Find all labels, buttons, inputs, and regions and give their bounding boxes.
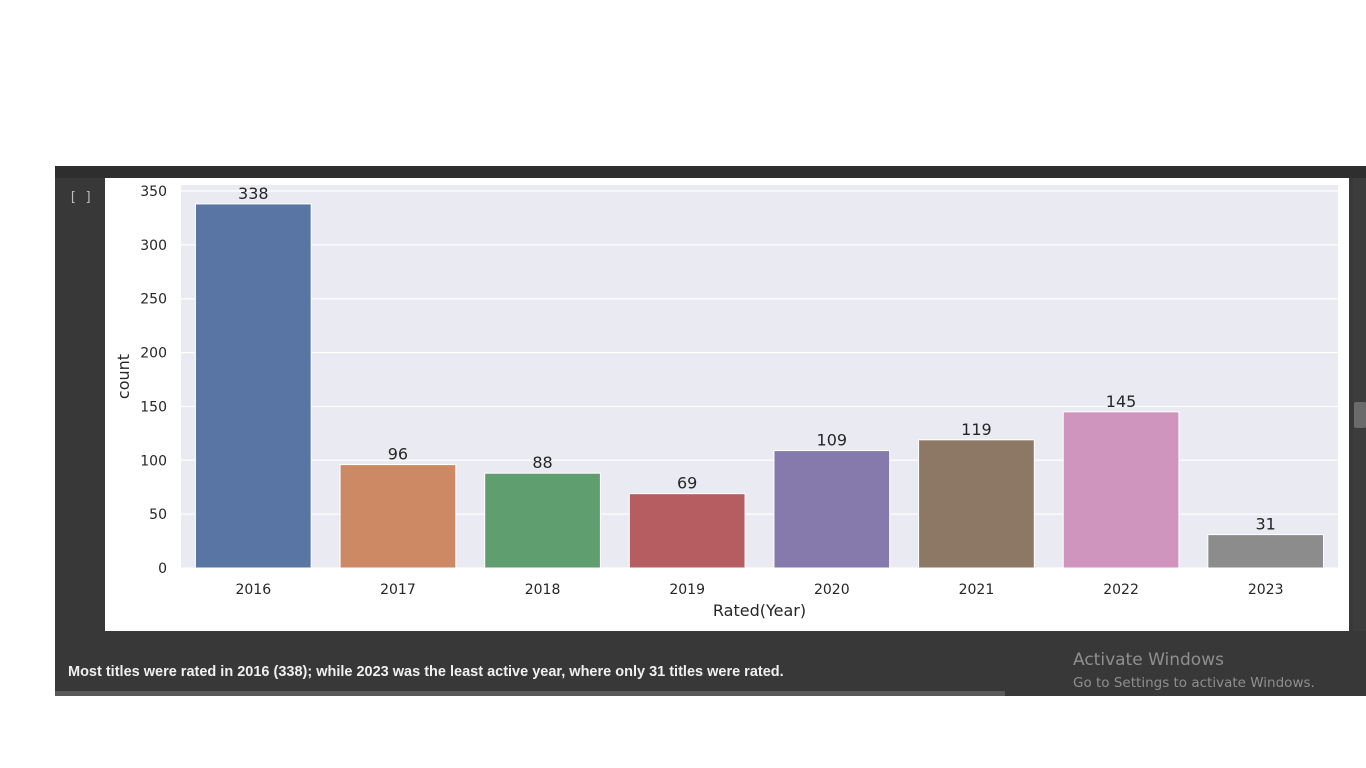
cell-run-indicator[interactable]: [ ] [69, 190, 93, 205]
windows-activation-watermark: Activate Windows Go to Settings to activ… [1073, 650, 1315, 691]
y-axis-ticks: 0 50 100 150 200 250 300 350 [140, 184, 167, 577]
bar-value-label: 96 [388, 445, 408, 464]
bar-value-label: 119 [961, 420, 992, 439]
cell-toolbar [55, 166, 1366, 178]
bar-2017 [339, 464, 457, 569]
y-tick-label: 100 [140, 453, 167, 469]
y-tick-label: 300 [140, 238, 167, 254]
y-tick-label: 0 [158, 561, 167, 577]
bar-2020 [773, 450, 891, 569]
x-axis-ticks: 2016 2017 2018 2019 2020 2021 2022 2023 [235, 582, 1283, 598]
bar-chart: 338 96 88 69 109 119 145 31 0 50 100 150 200 250 300 3… [114, 184, 1338, 620]
cell-output: 338 96 88 69 109 119 145 31 0 50 100 150 200 250 300 3… [105, 178, 1349, 631]
x-axis-label: Rated(Year) [713, 601, 806, 620]
bar-2018 [484, 472, 601, 569]
bar-2019 [628, 493, 746, 569]
x-tick-label: 2022 [1103, 582, 1139, 598]
y-tick-label: 150 [140, 399, 167, 415]
x-tick-label: 2023 [1248, 582, 1284, 598]
bar-value-label: 88 [532, 453, 552, 472]
bar-value-label: 31 [1256, 515, 1276, 534]
bar-value-label: 69 [677, 474, 697, 493]
bar-2023 [1207, 534, 1325, 569]
y-tick-label: 50 [149, 507, 167, 523]
bar-value-label: 338 [238, 184, 269, 203]
x-tick-label: 2021 [959, 582, 995, 598]
bar-labels: 338 96 88 69 109 119 145 31 [238, 184, 1276, 534]
x-tick-label: 2017 [380, 582, 416, 598]
bar-value-label: 145 [1106, 392, 1137, 411]
bars [194, 203, 1325, 569]
y-tick-label: 200 [140, 346, 167, 362]
bar-2022 [1062, 411, 1180, 569]
x-tick-label: 2020 [814, 582, 850, 598]
bar-value-label: 109 [817, 431, 848, 450]
scrollbar-thumb[interactable] [1354, 402, 1366, 428]
bar-2021 [918, 439, 1035, 569]
markdown-caption: Most titles were rated in 2016 (338); wh… [68, 664, 784, 680]
horizontal-scrollbar[interactable] [55, 691, 1005, 696]
notebook-cell: [ ] 338 96 88 69 109 119 145 31 0 50 100 150 200 250… [55, 166, 1366, 696]
x-tick-label: 2019 [669, 582, 705, 598]
x-tick-label: 2016 [235, 582, 271, 598]
y-axis-label: count [114, 354, 133, 399]
y-tick-label: 250 [140, 292, 167, 308]
y-tick-label: 350 [140, 184, 167, 200]
bar-2016 [194, 203, 312, 569]
watermark-subtitle: Go to Settings to activate Windows. [1073, 675, 1315, 691]
x-tick-label: 2018 [525, 582, 561, 598]
watermark-title: Activate Windows [1073, 650, 1224, 670]
